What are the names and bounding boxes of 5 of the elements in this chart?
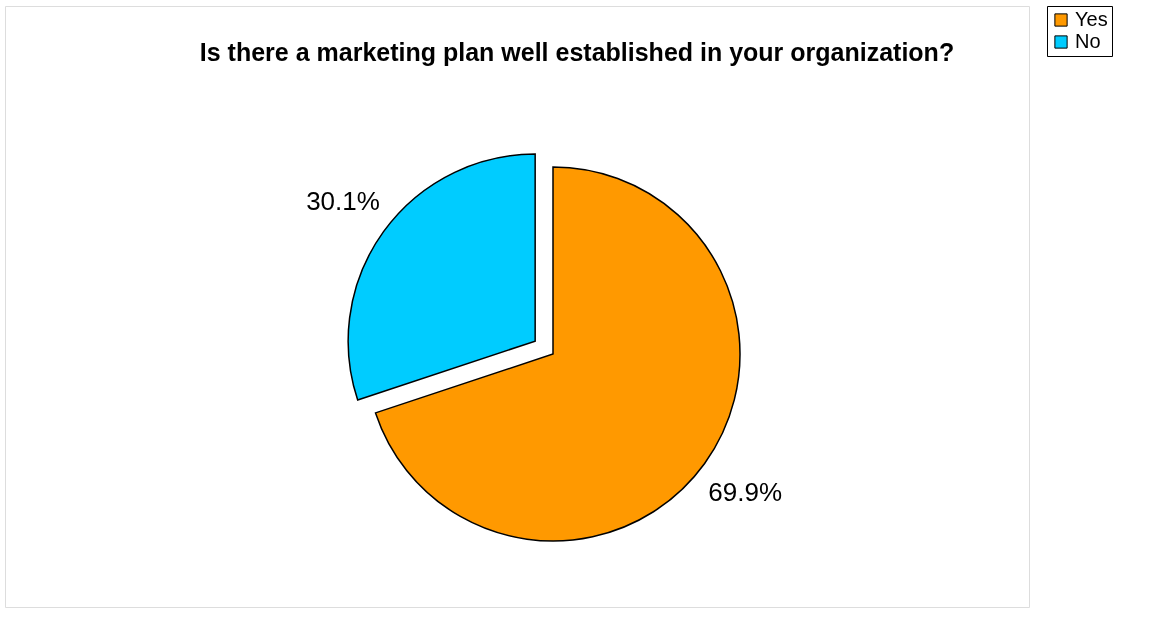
- data-label: 30.1%: [306, 186, 380, 217]
- legend-label: No: [1075, 30, 1101, 52]
- text: Is there a marketing plan well established in your organization?: [199, 37, 955, 66]
- legend-label: Yes: [1075, 8, 1108, 30]
- data-label: 69.9%: [708, 476, 783, 507]
